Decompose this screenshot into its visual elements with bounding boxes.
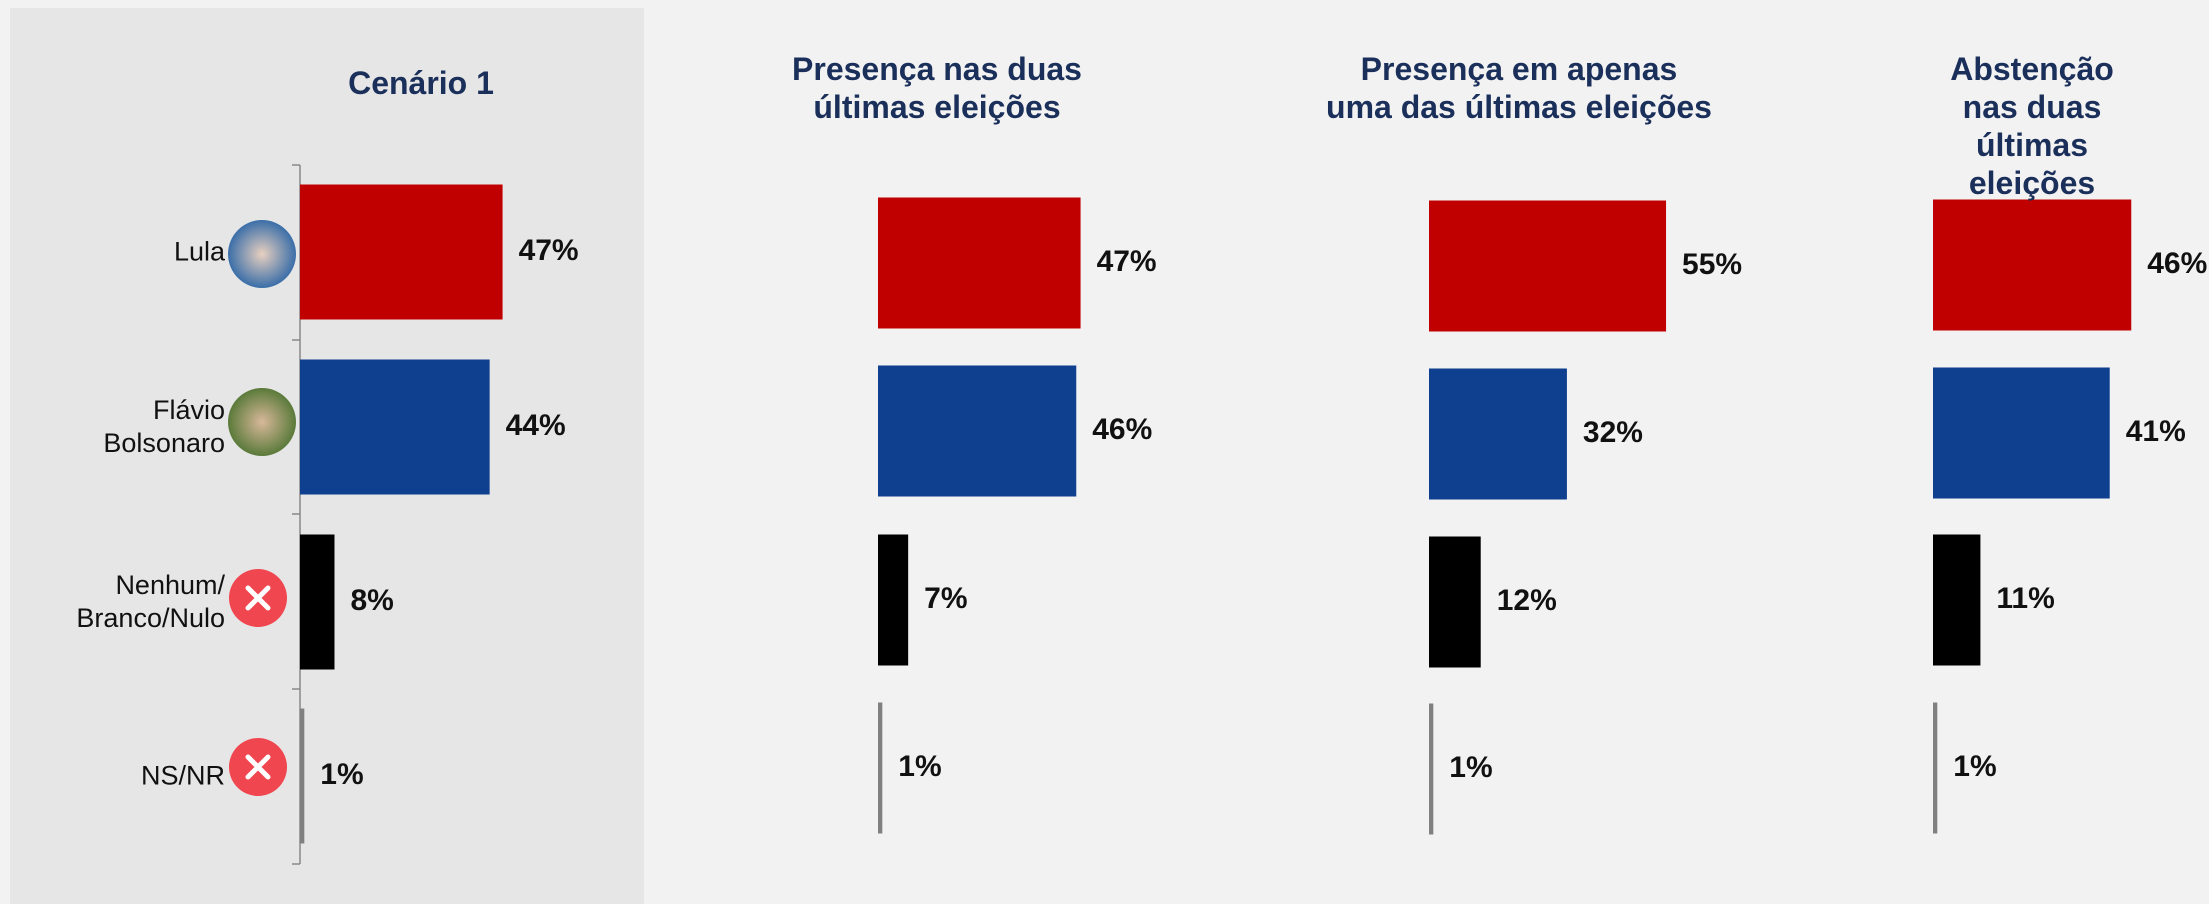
photo-lula bbox=[228, 220, 296, 288]
panel-title: Abstenção nas duas últimas eleições bbox=[1950, 51, 2114, 201]
photo-flavio bbox=[228, 388, 296, 456]
value-label: 47% bbox=[519, 234, 579, 267]
bar bbox=[1429, 200, 1667, 332]
bar bbox=[300, 534, 335, 670]
bar bbox=[300, 708, 305, 844]
value-label: 44% bbox=[506, 409, 566, 442]
x-icon bbox=[229, 569, 287, 627]
panel-title: Presença nas duas últimas eleições bbox=[792, 51, 1082, 125]
x-icon bbox=[229, 738, 287, 796]
category-label: Lula bbox=[173, 236, 225, 267]
bar bbox=[878, 197, 1081, 329]
bar bbox=[1933, 199, 2132, 331]
value-label: 46% bbox=[1092, 413, 1152, 446]
value-label: 41% bbox=[2126, 415, 2186, 448]
bar bbox=[878, 534, 909, 666]
panel-title: Presença em apenas uma das últimas eleiç… bbox=[1326, 51, 1712, 125]
value-label: 46% bbox=[2147, 247, 2207, 280]
value-label: 7% bbox=[924, 582, 967, 615]
bar bbox=[1429, 703, 1434, 835]
value-label: 12% bbox=[1497, 584, 1557, 617]
value-label: 1% bbox=[320, 758, 363, 791]
axis-ticks bbox=[292, 164, 300, 865]
value-label: 47% bbox=[1097, 245, 1157, 278]
bar bbox=[1933, 702, 1938, 834]
bar bbox=[878, 702, 883, 834]
category-label: Flávio Bolsonaro bbox=[103, 395, 225, 458]
value-label: 1% bbox=[898, 750, 941, 783]
bar bbox=[1429, 368, 1567, 500]
value-label: 8% bbox=[350, 584, 393, 617]
category-label: NS/NR bbox=[140, 760, 225, 791]
bar bbox=[878, 365, 1077, 497]
bar bbox=[1429, 536, 1481, 668]
value-label: 11% bbox=[1996, 582, 2054, 615]
bar bbox=[300, 359, 490, 495]
bar bbox=[300, 184, 503, 320]
category-label: Nenhum/ Branco/Nulo bbox=[76, 570, 225, 633]
panel-title: Cenário 1 bbox=[348, 65, 494, 101]
bar bbox=[1933, 534, 1981, 666]
value-label: 1% bbox=[1953, 750, 1996, 783]
value-label: 1% bbox=[1449, 751, 1492, 784]
value-label: 32% bbox=[1583, 416, 1643, 449]
bar bbox=[1933, 367, 2110, 499]
value-label: 55% bbox=[1682, 248, 1742, 281]
